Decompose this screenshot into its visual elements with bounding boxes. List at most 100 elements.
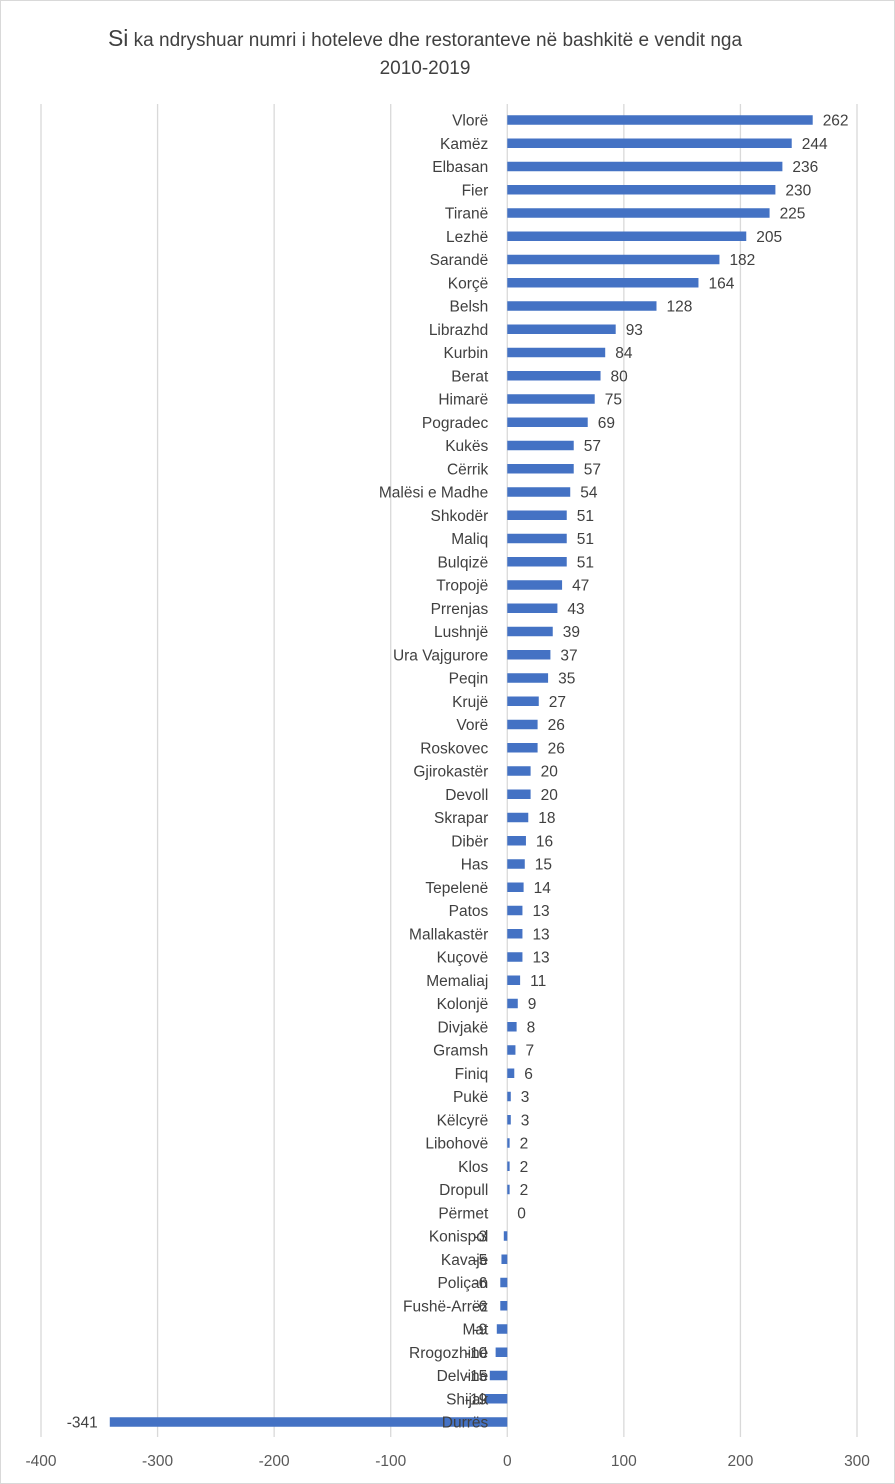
bar (109, 1417, 508, 1427)
bar (507, 1138, 510, 1148)
category-label: Krujë (452, 694, 488, 711)
bar (507, 929, 523, 939)
bar (507, 510, 567, 520)
data-label: 13 (532, 950, 549, 967)
data-label: 26 (548, 717, 565, 734)
category-label: Pukë (453, 1089, 488, 1106)
category-label: Belsh (450, 299, 489, 316)
bar (507, 766, 531, 776)
data-label: 51 (577, 531, 594, 548)
category-label: Kukës (445, 438, 488, 455)
data-label: 15 (535, 857, 552, 874)
category-label: Malësi e Madhe (379, 485, 488, 502)
data-label: 7 (525, 1043, 534, 1060)
x-tick-label: -200 (259, 1453, 290, 1470)
bar (507, 394, 595, 404)
category-label: Elbasan (432, 159, 488, 176)
data-label: 35 (558, 671, 575, 688)
category-label: Patos (449, 903, 489, 920)
category-label: Pogradec (422, 415, 489, 432)
data-label: 80 (611, 368, 629, 385)
category-label: Delvinë (437, 1368, 489, 1385)
category-label: Tiranë (445, 206, 488, 223)
chart-title-line-2: 2010-2019 (379, 58, 471, 79)
bar (507, 719, 538, 730)
data-label: 26 (548, 740, 565, 757)
category-label: Konispol (429, 1229, 488, 1246)
bar (507, 440, 574, 451)
data-label: 262 (823, 113, 849, 130)
bar (507, 254, 720, 265)
bar (507, 812, 529, 823)
category-label: Berat (451, 368, 489, 385)
bar (500, 1277, 508, 1288)
category-label: Memaliaj (426, 973, 488, 990)
category-label: Divjakë (437, 1019, 488, 1036)
category-label: Rrogozhinë (409, 1345, 488, 1362)
data-label: -10 (465, 1345, 488, 1362)
data-label: -6 (473, 1275, 487, 1292)
bar (507, 603, 558, 613)
category-label: Klos (458, 1159, 488, 1176)
category-label: Lushnjë (434, 624, 488, 641)
data-label: 225 (780, 206, 806, 223)
bar (507, 185, 776, 195)
data-label: 75 (605, 392, 622, 409)
data-label: 2 (520, 1136, 529, 1153)
bar (507, 301, 657, 311)
chart-title-main: ka ndryshuar numri i hoteleve dhe restor… (133, 30, 743, 51)
bar (507, 998, 518, 1009)
category-label: Bulqizë (437, 554, 488, 571)
bar (507, 743, 538, 753)
data-label: 18 (538, 810, 555, 827)
data-label: 244 (802, 136, 828, 153)
data-label: 20 (541, 787, 559, 804)
x-tick-label: -300 (142, 1453, 173, 1470)
category-label: Librazhd (429, 322, 488, 339)
category-label: Kurbin (443, 345, 488, 362)
bar (507, 138, 792, 148)
category-label: Tepelenë (425, 880, 488, 897)
data-label: 51 (577, 554, 594, 571)
data-label: 13 (532, 926, 549, 943)
bar (507, 557, 567, 567)
bar (507, 347, 606, 358)
data-label: -9 (473, 1322, 487, 1339)
x-tick-label: 300 (844, 1453, 870, 1470)
bar (489, 1370, 508, 1381)
data-label: 2 (520, 1182, 529, 1199)
category-label: Has (461, 857, 489, 874)
category-label: Tropojë (436, 578, 488, 595)
category-label: Fier (462, 182, 489, 199)
category-label: Kuçovë (437, 950, 489, 967)
x-tick-label: -400 (25, 1453, 56, 1470)
data-label: 13 (532, 903, 549, 920)
data-label: 57 (584, 438, 601, 455)
category-label: Dropull (439, 1182, 488, 1199)
bar (495, 1347, 508, 1357)
chart-title-prefix: Si (107, 25, 129, 51)
data-label: 27 (549, 694, 566, 711)
x-tick-label: 0 (503, 1453, 512, 1470)
bar (507, 952, 523, 962)
data-label: 8 (527, 1019, 536, 1036)
category-label: Vorë (456, 717, 488, 734)
category-label: Peqin (449, 671, 489, 688)
bar (507, 161, 783, 172)
bar (501, 1254, 508, 1264)
data-label: 11 (530, 973, 546, 990)
data-label: 205 (756, 229, 782, 246)
bar (507, 696, 539, 706)
bar (507, 836, 526, 846)
bar (507, 1022, 517, 1032)
bar (500, 1301, 508, 1311)
category-label: Këlcyrë (437, 1112, 489, 1129)
category-label: Prrenjas (431, 601, 489, 618)
category-label: Himarë (438, 392, 488, 409)
category-label: Mallakastër (409, 926, 488, 943)
data-label: 20 (541, 764, 559, 781)
category-label: Mat (462, 1322, 489, 1339)
category-label: Përmet (438, 1205, 489, 1222)
bar (507, 324, 616, 334)
